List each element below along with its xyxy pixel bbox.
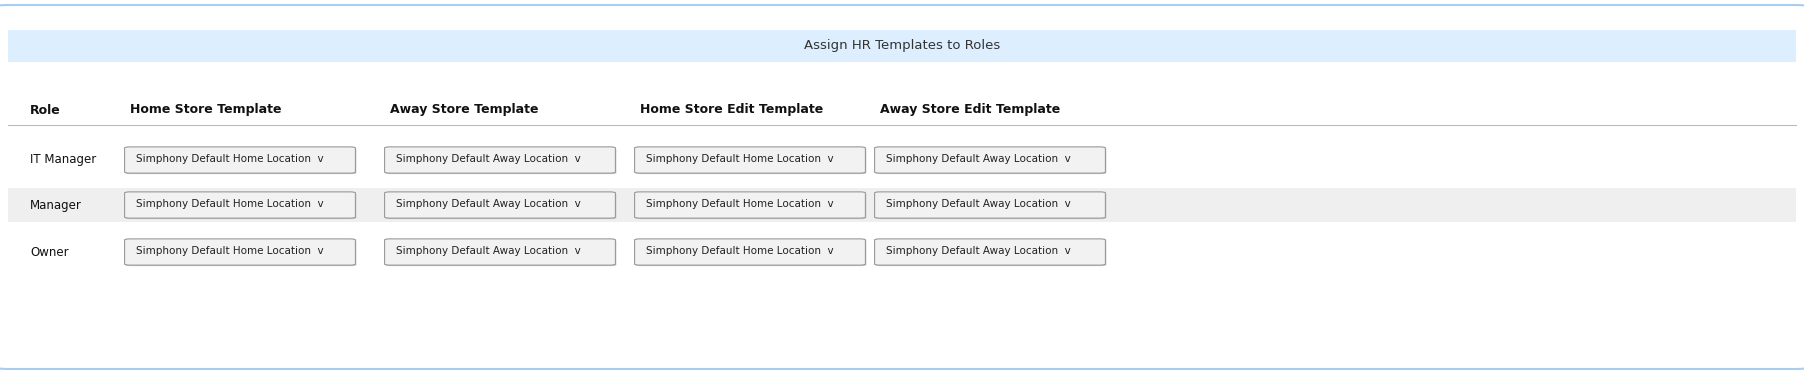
Text: Owner: Owner bbox=[31, 245, 69, 258]
FancyBboxPatch shape bbox=[386, 240, 617, 266]
Bar bbox=[7, 188, 1797, 222]
Bar bbox=[7, 235, 1797, 269]
Text: Manager: Manager bbox=[31, 199, 81, 212]
Text: Assign HR Templates to Roles: Assign HR Templates to Roles bbox=[805, 40, 999, 52]
FancyBboxPatch shape bbox=[126, 193, 357, 219]
FancyBboxPatch shape bbox=[384, 192, 615, 218]
FancyBboxPatch shape bbox=[635, 240, 866, 266]
Text: Home Store Template: Home Store Template bbox=[130, 104, 281, 116]
FancyBboxPatch shape bbox=[875, 192, 1106, 218]
FancyBboxPatch shape bbox=[635, 193, 866, 219]
Text: Simphony Default Home Location  v: Simphony Default Home Location v bbox=[646, 199, 833, 209]
FancyBboxPatch shape bbox=[875, 240, 1106, 266]
Text: Simphony Default Away Location  v: Simphony Default Away Location v bbox=[397, 199, 581, 209]
FancyBboxPatch shape bbox=[126, 148, 357, 174]
Text: Simphony Default Away Location  v: Simphony Default Away Location v bbox=[397, 154, 581, 164]
FancyBboxPatch shape bbox=[635, 148, 866, 174]
FancyBboxPatch shape bbox=[124, 192, 355, 218]
FancyBboxPatch shape bbox=[124, 147, 355, 173]
FancyBboxPatch shape bbox=[384, 147, 615, 173]
Text: Home Store Edit Template: Home Store Edit Template bbox=[640, 104, 823, 116]
FancyBboxPatch shape bbox=[875, 193, 1106, 219]
FancyBboxPatch shape bbox=[875, 147, 1106, 173]
FancyBboxPatch shape bbox=[635, 147, 866, 173]
FancyBboxPatch shape bbox=[875, 239, 1106, 265]
Text: Simphony Default Away Location  v: Simphony Default Away Location v bbox=[886, 154, 1072, 164]
FancyBboxPatch shape bbox=[124, 239, 355, 265]
Text: Simphony Default Home Location  v: Simphony Default Home Location v bbox=[135, 199, 323, 209]
Text: Simphony Default Away Location  v: Simphony Default Away Location v bbox=[886, 246, 1072, 256]
Text: Simphony Default Home Location  v: Simphony Default Home Location v bbox=[135, 246, 323, 256]
Text: Simphony Default Home Location  v: Simphony Default Home Location v bbox=[646, 246, 833, 256]
Text: Away Store Template: Away Store Template bbox=[390, 104, 539, 116]
FancyBboxPatch shape bbox=[635, 192, 866, 218]
FancyBboxPatch shape bbox=[384, 239, 615, 265]
FancyBboxPatch shape bbox=[386, 193, 617, 219]
Text: Simphony Default Away Location  v: Simphony Default Away Location v bbox=[397, 246, 581, 256]
FancyBboxPatch shape bbox=[875, 148, 1106, 174]
Text: Role: Role bbox=[31, 104, 61, 116]
FancyBboxPatch shape bbox=[126, 240, 357, 266]
FancyBboxPatch shape bbox=[386, 148, 617, 174]
FancyBboxPatch shape bbox=[0, 5, 1804, 369]
Text: Away Store Edit Template: Away Store Edit Template bbox=[880, 104, 1061, 116]
Text: IT Manager: IT Manager bbox=[31, 153, 96, 166]
Text: Simphony Default Away Location  v: Simphony Default Away Location v bbox=[886, 199, 1072, 209]
Bar bbox=[7, 143, 1797, 177]
FancyBboxPatch shape bbox=[635, 239, 866, 265]
Text: Simphony Default Home Location  v: Simphony Default Home Location v bbox=[646, 154, 833, 164]
Text: Simphony Default Home Location  v: Simphony Default Home Location v bbox=[135, 154, 323, 164]
Bar bbox=[7, 30, 1797, 62]
